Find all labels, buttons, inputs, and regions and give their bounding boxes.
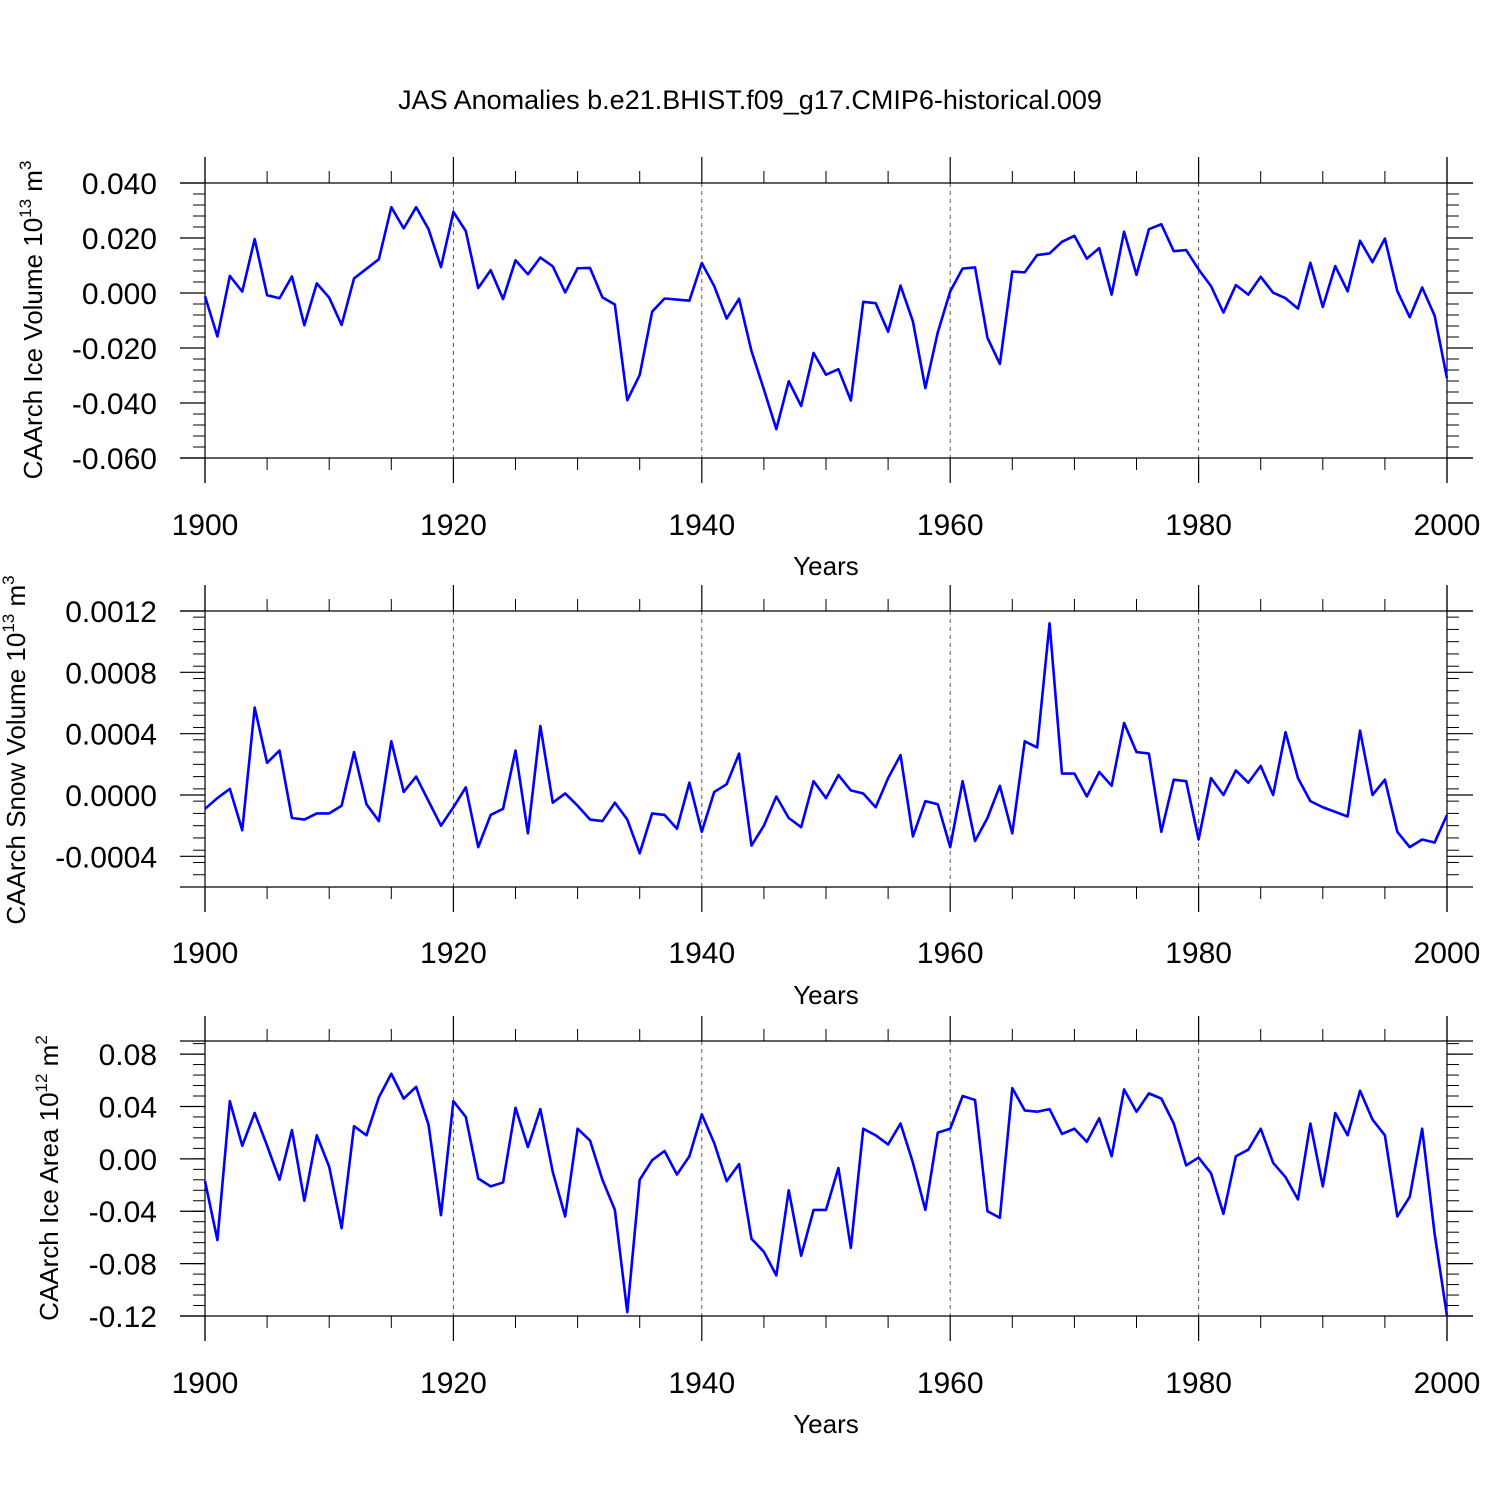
figure-title: JAS Anomalies b.e21.BHIST.f09_g17.CMIP6-… <box>398 85 1102 115</box>
x-axis-title: Years <box>793 551 859 581</box>
series-line <box>203 205 1449 431</box>
y-tick-label: -0.020 <box>72 333 157 366</box>
panel-3: 1900 1920 1940 1960 1980 2000 -0.12 -0.08 -0.04 0… <box>32 1016 1480 1439</box>
y-axis-title-exponent: 13 <box>0 614 18 633</box>
y-tick-label: 0.00 <box>99 1144 157 1177</box>
y-axis-title: CAArch Snow Volume 1013 m3 <box>0 575 31 924</box>
panel-1: 1900 1920 1940 1960 1980 2000 -0.060 -0.040 -0.0… <box>16 157 1480 581</box>
panels: 1900 1920 1940 1960 1980 2000 -0.060 -0.040 -0.0… <box>0 157 1480 1439</box>
y-tick-label: 0.04 <box>99 1091 157 1124</box>
y-axis-title-base: CAArch Snow Volume 10 <box>1 633 31 925</box>
panel-2: 1900 1920 1940 1960 1980 2000 -0.0004 0.0000 0.0… <box>0 575 1480 1010</box>
y-axis-title-base: CAArch Ice Area 10 <box>34 1092 64 1320</box>
y-tick-label: 0.040 <box>82 168 157 201</box>
y-tick-label: 0.0000 <box>65 780 157 813</box>
y-axis-title-exponent: 12 <box>32 1074 51 1093</box>
y-axis-title-unit-exponent: 3 <box>16 161 35 170</box>
y-tick-label: 0.020 <box>82 223 157 256</box>
y-axis-title-unit: m <box>34 1045 64 1074</box>
y-axis-title-unit: m <box>18 170 48 199</box>
y-tick-label: -0.040 <box>72 388 157 421</box>
y-tick-label: 0.000 <box>82 278 157 311</box>
x-tick-label: 1920 <box>420 509 487 542</box>
x-tick-label: 1900 <box>172 1367 239 1400</box>
x-tick-label: 1900 <box>172 937 239 970</box>
y-tick-label: 0.0012 <box>65 596 157 629</box>
x-tick-label: 1920 <box>420 937 487 970</box>
x-tick-label: 1920 <box>420 1367 487 1400</box>
y-tick-label: 0.0004 <box>65 719 157 752</box>
y-axis-title-base: CAArch Ice Volume 10 <box>18 218 48 480</box>
x-tick-label: 1960 <box>917 1367 984 1400</box>
series-line <box>204 621 1449 855</box>
x-tick-label: 1940 <box>668 1367 735 1400</box>
y-axis-title-unit-exponent: 3 <box>0 575 18 584</box>
x-tick-label: 1900 <box>172 509 239 542</box>
x-tick-label: 1980 <box>1165 1367 1232 1400</box>
x-tick-label: 2000 <box>1414 509 1481 542</box>
y-tick-label: -0.060 <box>72 443 157 476</box>
y-tick-label: 0.08 <box>99 1039 157 1072</box>
y-tick-label: -0.04 <box>89 1196 157 1229</box>
y-tick-label: -0.08 <box>89 1249 157 1282</box>
x-tick-label: 1980 <box>1165 937 1232 970</box>
x-tick-label: 1940 <box>668 937 735 970</box>
y-axis-title-unit: m <box>1 585 31 614</box>
y-tick-label: -0.0004 <box>55 841 157 874</box>
x-tick-label: 1980 <box>1165 509 1232 542</box>
y-axis-title: CAArch Ice Area 1012 m2 <box>32 1035 64 1321</box>
x-tick-label: 2000 <box>1414 1367 1481 1400</box>
x-tick-label: 2000 <box>1414 937 1481 970</box>
x-tick-label: 1960 <box>917 509 984 542</box>
y-axis-title-exponent: 13 <box>16 199 35 218</box>
y-tick-label: -0.12 <box>89 1301 157 1334</box>
y-axis-title-unit-exponent: 2 <box>32 1035 51 1044</box>
x-axis-title: Years <box>793 1409 859 1439</box>
y-axis-title: CAArch Ice Volume 1013 m3 <box>16 161 48 480</box>
x-tick-label: 1960 <box>917 937 984 970</box>
x-tick-label: 1940 <box>668 509 735 542</box>
y-tick-label: 0.0008 <box>65 657 157 690</box>
x-axis-title: Years <box>793 980 859 1010</box>
series-line <box>203 1072 1449 1317</box>
